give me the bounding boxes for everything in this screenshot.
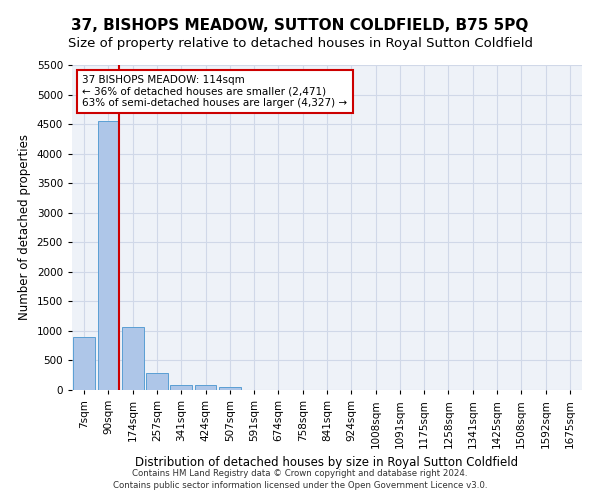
Text: 37, BISHOPS MEADOW, SUTTON COLDFIELD, B75 5PQ: 37, BISHOPS MEADOW, SUTTON COLDFIELD, B7… bbox=[71, 18, 529, 32]
Bar bbox=[97, 120, 119, 390]
Text: Contains HM Land Registry data © Crown copyright and database right 2024.: Contains HM Land Registry data © Crown c… bbox=[132, 469, 468, 478]
Bar bbox=[219, 387, 241, 390]
Y-axis label: Number of detached properties: Number of detached properties bbox=[18, 134, 31, 320]
Text: 37 BISHOPS MEADOW: 114sqm
← 36% of detached houses are smaller (2,471)
63% of se: 37 BISHOPS MEADOW: 114sqm ← 36% of detac… bbox=[82, 74, 347, 108]
Text: Size of property relative to detached houses in Royal Sutton Coldfield: Size of property relative to detached ho… bbox=[67, 38, 533, 51]
Bar bbox=[170, 386, 192, 390]
Text: Contains public sector information licensed under the Open Government Licence v3: Contains public sector information licen… bbox=[113, 480, 487, 490]
Bar bbox=[146, 373, 168, 390]
Bar bbox=[73, 338, 95, 390]
X-axis label: Distribution of detached houses by size in Royal Sutton Coldfield: Distribution of detached houses by size … bbox=[136, 456, 518, 469]
Bar bbox=[122, 328, 143, 390]
Bar bbox=[194, 386, 217, 390]
